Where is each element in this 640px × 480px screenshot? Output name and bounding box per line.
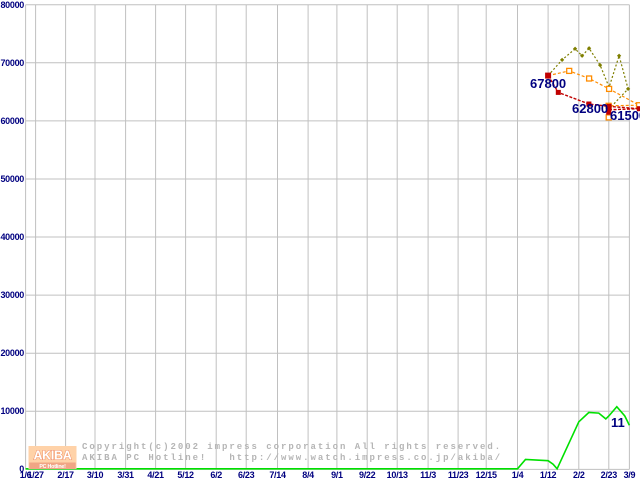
svg-text:AKIBA: AKIBA xyxy=(33,449,71,463)
svg-text:PC Hotline!: PC Hotline! xyxy=(39,464,66,469)
